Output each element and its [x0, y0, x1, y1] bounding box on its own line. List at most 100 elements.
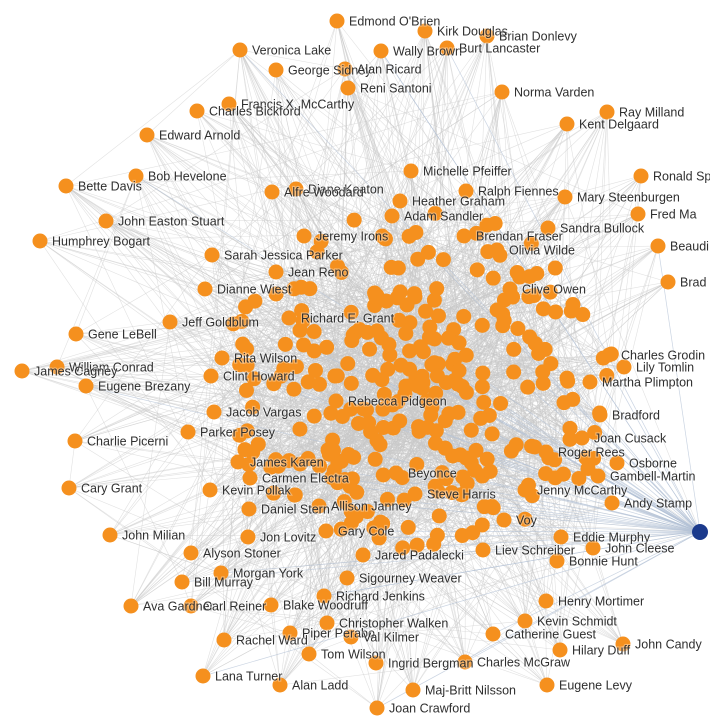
graph-node[interactable] [384, 260, 399, 275]
graph-node[interactable] [475, 366, 490, 381]
graph-node[interactable] [438, 441, 453, 456]
graph-node[interactable] [560, 374, 575, 389]
graph-node[interactable] [536, 376, 551, 391]
graph-node[interactable] [398, 326, 413, 341]
graph-node[interactable] [548, 261, 563, 276]
graph-node[interactable] [475, 318, 490, 333]
graph-node[interactable] [347, 213, 362, 228]
graph-node[interactable] [558, 190, 573, 205]
graph-node[interactable] [560, 117, 575, 132]
graph-node[interactable] [436, 252, 451, 267]
graph-node[interactable] [376, 420, 391, 435]
graph-node[interactable] [292, 422, 307, 437]
graph-node[interactable] [410, 252, 425, 267]
graph-node[interactable] [422, 320, 437, 335]
graph-node[interactable] [69, 327, 84, 342]
graph-node[interactable] [583, 375, 598, 390]
graph-node[interactable] [368, 289, 383, 304]
graph-node[interactable] [520, 380, 535, 395]
graph-node[interactable] [414, 375, 429, 390]
graph-node[interactable] [124, 599, 139, 614]
graph-node[interactable] [62, 481, 77, 496]
graph-node[interactable] [269, 63, 284, 78]
graph-node[interactable] [506, 365, 521, 380]
graph-node[interactable] [389, 466, 404, 481]
graph-node[interactable] [441, 406, 456, 421]
graph-node[interactable] [503, 282, 518, 297]
graph-node[interactable] [554, 530, 569, 545]
graph-node[interactable] [349, 485, 364, 500]
graph-node[interactable] [495, 85, 510, 100]
graph-node[interactable] [593, 408, 608, 423]
graph-node[interactable] [215, 351, 230, 366]
graph-node[interactable] [302, 647, 317, 662]
graph-node[interactable] [538, 342, 553, 357]
graph-node[interactable] [483, 464, 498, 479]
graph-node[interactable] [490, 243, 505, 258]
graph-node[interactable] [68, 434, 83, 449]
graph-node[interactable] [493, 396, 508, 411]
graph-node[interactable] [59, 179, 74, 194]
graph-node[interactable] [401, 520, 416, 535]
graph-node[interactable] [441, 331, 456, 346]
graph-node[interactable] [402, 229, 417, 244]
graph-node[interactable] [374, 44, 389, 59]
graph-node[interactable] [286, 382, 301, 397]
graph-node[interactable] [475, 517, 490, 532]
graph-node[interactable] [591, 469, 606, 484]
graph-node[interactable] [79, 379, 94, 394]
graph-node[interactable] [456, 309, 471, 324]
graph-node[interactable] [361, 415, 376, 430]
graph-node[interactable] [233, 43, 248, 58]
graph-node[interactable] [307, 324, 322, 339]
graph-node[interactable] [476, 543, 491, 558]
graph-node[interactable] [564, 304, 579, 319]
graph-node[interactable] [319, 524, 334, 539]
graph-node[interactable] [556, 467, 571, 482]
graph-node[interactable] [344, 376, 359, 391]
graph-node[interactable] [99, 214, 114, 229]
graph-node[interactable] [207, 405, 222, 420]
graph-node[interactable] [370, 701, 385, 716]
graph-node[interactable] [490, 302, 505, 317]
graph-node[interactable] [302, 281, 317, 296]
graph-node[interactable] [476, 395, 491, 410]
graph-node[interactable] [308, 363, 323, 378]
graph-node[interactable] [373, 437, 388, 452]
graph-node[interactable] [15, 364, 30, 379]
graph-node[interactable] [406, 683, 421, 698]
graph-node[interactable] [602, 348, 617, 363]
graph-node[interactable] [430, 528, 445, 543]
graph-node[interactable] [140, 128, 155, 143]
graph-node[interactable] [407, 286, 422, 301]
graph-node[interactable] [163, 315, 178, 330]
graph-node[interactable] [510, 321, 525, 336]
graph-node[interactable] [196, 669, 211, 684]
graph-node[interactable] [335, 409, 350, 424]
graph-node[interactable] [429, 281, 444, 296]
graph-node[interactable] [605, 496, 620, 511]
graph-node[interactable] [464, 423, 479, 438]
graph-node[interactable] [540, 678, 555, 693]
selected-node[interactable] [692, 524, 708, 540]
graph-node[interactable] [423, 408, 438, 423]
graph-node[interactable] [539, 445, 554, 460]
graph-node[interactable] [485, 426, 500, 441]
graph-node[interactable] [459, 348, 474, 363]
graph-node[interactable] [504, 444, 519, 459]
graph-node[interactable] [380, 362, 395, 377]
graph-node[interactable] [344, 333, 359, 348]
graph-node[interactable] [297, 229, 312, 244]
graph-node[interactable] [329, 394, 344, 409]
graph-node[interactable] [424, 357, 439, 372]
graph-node[interactable] [382, 347, 397, 362]
graph-node[interactable] [518, 483, 533, 498]
graph-node[interactable] [518, 614, 533, 629]
graph-node[interactable] [184, 546, 199, 561]
graph-node[interactable] [453, 447, 468, 462]
graph-node[interactable] [362, 342, 377, 357]
graph-node[interactable] [346, 450, 361, 465]
graph-node[interactable] [205, 248, 220, 263]
graph-node[interactable] [548, 304, 563, 319]
